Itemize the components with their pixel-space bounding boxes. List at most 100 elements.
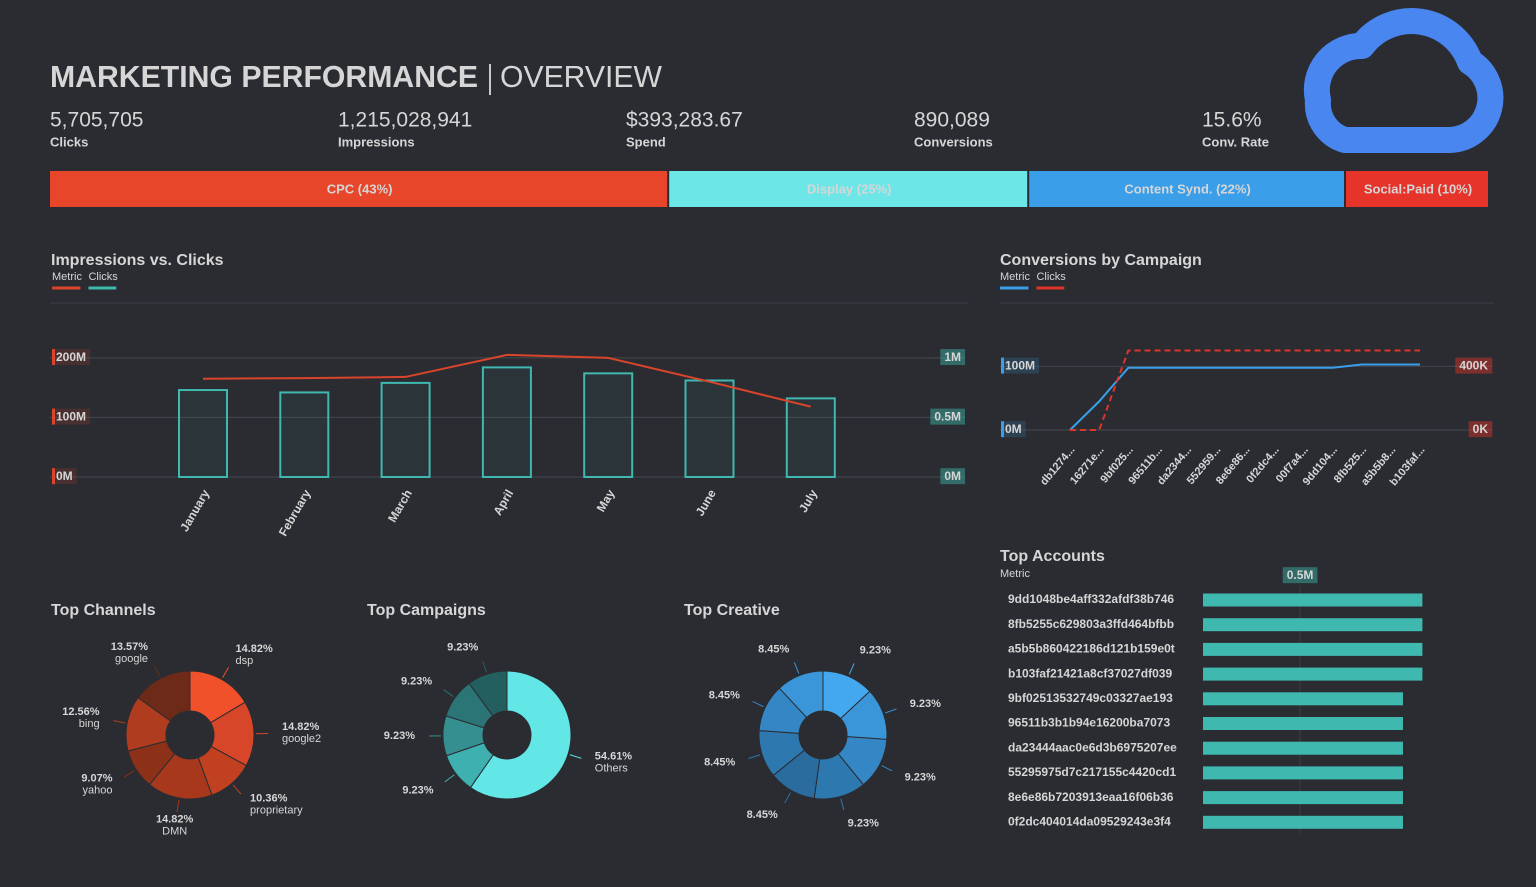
y-tick-label: a5b5b860422186d121b159e0t bbox=[1008, 642, 1175, 656]
chart-title: Top Creative bbox=[684, 602, 780, 619]
tick-label-bg bbox=[940, 468, 966, 485]
legend-label: Metric bbox=[52, 271, 82, 283]
chart-title: Impressions vs. Clicks bbox=[51, 252, 224, 269]
slice-value-label: 13.57% bbox=[111, 641, 149, 653]
leader-line bbox=[482, 660, 487, 673]
slice-value-label: 12.56% bbox=[62, 706, 100, 718]
donut-slice bbox=[468, 670, 508, 717]
bar bbox=[1203, 741, 1403, 755]
legend-label: Clicks bbox=[88, 271, 118, 283]
leader-line bbox=[848, 663, 855, 675]
slice-category-label: Others bbox=[595, 762, 629, 774]
y-tick-label: b103faf21421a8cf37027df039 bbox=[1008, 666, 1172, 680]
legend-label: Metric bbox=[1000, 568, 1030, 580]
y-tick-label: 9bf02513532749c03327ae193 bbox=[1008, 691, 1173, 705]
share-segment bbox=[1346, 171, 1488, 207]
slice-category-label: bing bbox=[79, 718, 100, 730]
tick-label-stripe bbox=[1001, 357, 1004, 374]
bar bbox=[481, 366, 532, 478]
donut-slice bbox=[778, 670, 824, 719]
share-segment bbox=[1029, 171, 1344, 207]
y-tick-label: 200M bbox=[56, 350, 86, 364]
bar bbox=[1203, 692, 1403, 706]
legend-label: Clicks bbox=[1036, 271, 1066, 283]
slice-category-label: proprietary bbox=[250, 805, 303, 817]
leader-line bbox=[232, 784, 242, 795]
y-tick-label: 100M bbox=[1005, 359, 1035, 373]
slice-category-label: DMN bbox=[162, 826, 187, 838]
slice-value-label: 9.23% bbox=[905, 771, 936, 783]
y2-tick-label: 0M bbox=[944, 469, 961, 483]
leader-line bbox=[793, 662, 800, 674]
kpi-value: $393,283.67 bbox=[626, 109, 743, 132]
leader-line bbox=[748, 754, 761, 759]
leader-line bbox=[176, 799, 180, 812]
chart-title: Top Campaigns bbox=[367, 602, 486, 619]
page-title: MARKETING PERFORMANCE bbox=[50, 59, 478, 94]
y-tick-label: 0f2dc404014da09529243e3f4 bbox=[1008, 814, 1171, 828]
slice-category-label: google2 bbox=[282, 733, 321, 745]
tick-label-bg bbox=[1001, 357, 1040, 374]
share-label: Display (25%) bbox=[807, 181, 892, 196]
slice-value-label: 9.23% bbox=[384, 730, 415, 742]
line bbox=[202, 353, 812, 408]
bar bbox=[1203, 642, 1423, 656]
y2-tick-label: 0K bbox=[1473, 422, 1489, 436]
slice-category-label: google bbox=[115, 653, 148, 665]
share-segment bbox=[50, 171, 668, 207]
tick-label-bg bbox=[930, 408, 965, 425]
leader-line bbox=[124, 770, 135, 778]
slice-category-label: yahoo bbox=[83, 785, 113, 797]
leader-line bbox=[569, 754, 582, 759]
kpi-value: 1,215,028,941 bbox=[338, 109, 472, 132]
leader-line bbox=[444, 774, 455, 783]
slice-value-label: 54.61% bbox=[595, 750, 633, 762]
slice-value-label: 9.23% bbox=[910, 698, 941, 710]
slice-value-label: 8.45% bbox=[704, 757, 735, 769]
tick-label-stripe bbox=[1001, 421, 1004, 438]
tick-label-bg bbox=[52, 349, 91, 366]
slice-value-label: 14.82% bbox=[282, 721, 320, 733]
slice-value-label: 9.23% bbox=[401, 675, 432, 687]
bar bbox=[1203, 667, 1423, 681]
line bbox=[1069, 363, 1421, 431]
y-tick-label: 8e6e86b7203913eaa16f06b36 bbox=[1008, 790, 1174, 804]
cloud-icon bbox=[1303, 8, 1504, 153]
tick-label-bg bbox=[52, 408, 91, 425]
leader-line bbox=[153, 665, 161, 677]
slice-value-label: 8.45% bbox=[747, 809, 778, 821]
slice-value-label: 9.23% bbox=[402, 784, 433, 796]
leader-line bbox=[784, 792, 791, 804]
bar bbox=[785, 397, 836, 478]
kpi-label: Clicks bbox=[50, 134, 88, 149]
tick-label-bg bbox=[52, 468, 77, 485]
slice-value-label: 9.23% bbox=[860, 645, 891, 657]
slice-value-label: 14.82% bbox=[235, 643, 273, 655]
donut-slice bbox=[137, 670, 191, 722]
bar bbox=[1203, 791, 1403, 805]
slice-value-label: 8.45% bbox=[758, 643, 789, 655]
leader-line bbox=[881, 764, 893, 772]
share-segment bbox=[669, 171, 1028, 207]
tick-label-stripe bbox=[52, 468, 55, 485]
bar bbox=[1203, 618, 1423, 632]
slice-value-label: 14.82% bbox=[156, 814, 194, 826]
slice-value-label: 9.23% bbox=[447, 641, 478, 653]
share-label: Content Synd. (22%) bbox=[1124, 181, 1250, 196]
bar bbox=[1203, 717, 1403, 730]
y-tick-label: 0M bbox=[1005, 422, 1022, 436]
leader-line bbox=[222, 666, 230, 678]
share-label: Social:Paid (10%) bbox=[1364, 181, 1472, 196]
y-tick-label: da23444aac0e6d3b6975207ee bbox=[1008, 740, 1177, 754]
kpi-label: Spend bbox=[626, 134, 666, 149]
y2-tick-label: 0.5M bbox=[934, 410, 961, 424]
y-tick-label: 100M bbox=[56, 410, 86, 424]
tick-label-bg bbox=[1455, 357, 1493, 374]
leader-line bbox=[840, 798, 845, 811]
kpi-label: Impressions bbox=[338, 134, 415, 149]
y-tick-label: 55295975d7c217155c4420cd1 bbox=[1008, 765, 1176, 779]
y-tick-label: 9dd1048be4aff332afdf38b746 bbox=[1008, 592, 1174, 606]
kpi-value: 890,089 bbox=[914, 109, 990, 132]
